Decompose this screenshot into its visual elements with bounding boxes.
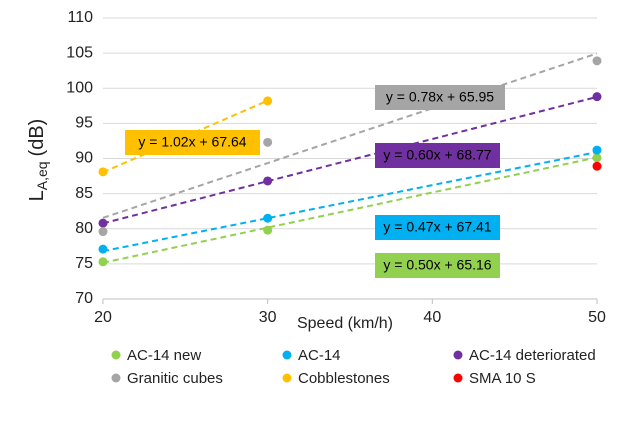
y-tick-label: 110	[67, 9, 93, 26]
equation-label: y = 0.60x + 68.77	[383, 147, 491, 163]
y-label-sub: A,eq	[34, 161, 50, 190]
y-tick-label: 80	[75, 220, 93, 237]
legend-marker	[453, 373, 463, 383]
point	[263, 213, 273, 223]
legend-marker	[282, 373, 292, 383]
legend-marker	[453, 350, 463, 360]
y-tick-label: 70	[75, 290, 93, 307]
legend-label: AC-14 deteriorated	[469, 347, 596, 364]
legend-label: Granitic cubes	[127, 370, 223, 387]
equation-box	[375, 143, 500, 168]
equation-box	[375, 215, 500, 240]
point	[98, 227, 108, 237]
y-tick-label: 100	[66, 79, 93, 96]
trendline	[102, 151, 598, 253]
point	[263, 225, 273, 235]
y-tick-label: 95	[75, 115, 93, 132]
point	[98, 244, 108, 254]
legend-marker	[111, 350, 121, 360]
equation-box	[125, 130, 260, 155]
point	[263, 137, 273, 147]
equation-label: y = 0.50x + 65.16	[383, 257, 491, 273]
equation-label: y = 0.47x + 67.41	[383, 219, 491, 235]
y-tick-label: 75	[75, 255, 93, 272]
legend-marker	[282, 350, 292, 360]
point	[592, 145, 602, 155]
trendline	[102, 95, 598, 225]
x-tick-label: 20	[94, 309, 112, 326]
point	[98, 257, 108, 267]
equation-label: y = 0.78x + 65.95	[386, 89, 494, 105]
y-tick-label: 85	[75, 185, 93, 202]
point	[592, 161, 602, 171]
trendline	[102, 52, 598, 219]
y-tick-label: 105	[66, 44, 93, 61]
legend-label: Cobblestones	[298, 370, 390, 387]
y-label-unit: (dB)	[26, 119, 48, 157]
y-label-main: L	[26, 190, 48, 201]
y-tick-label: 90	[75, 150, 93, 167]
legend-label: SMA 10 S	[469, 370, 536, 387]
point	[263, 176, 273, 186]
equation-box	[375, 253, 500, 278]
legend-label: AC-14 new	[127, 347, 201, 364]
point	[98, 167, 108, 177]
equation-label: y = 1.02x + 67.64	[138, 134, 246, 150]
legend-label: AC-14	[298, 347, 341, 364]
equation-box	[375, 85, 505, 110]
trendline	[102, 156, 598, 264]
point	[592, 92, 602, 102]
point	[592, 56, 602, 66]
x-tick-label: 50	[588, 309, 606, 326]
legend-marker	[111, 373, 121, 383]
point	[263, 96, 273, 106]
y-axis-label: LA,eq (dB)	[26, 119, 49, 202]
point	[98, 218, 108, 228]
x-tick-label: 30	[259, 309, 277, 326]
x-tick-label: 40	[423, 309, 441, 326]
x-axis-label: Speed (km/h)	[297, 315, 393, 332]
point	[592, 153, 602, 163]
